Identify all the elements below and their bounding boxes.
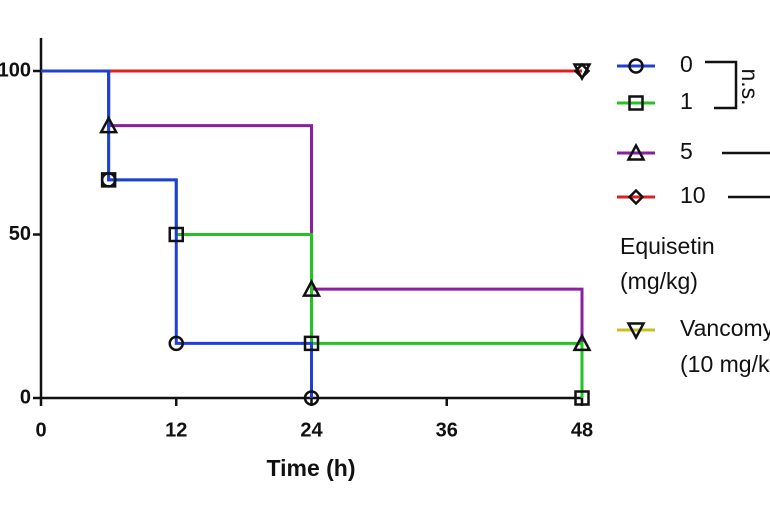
marker <box>574 390 590 406</box>
legend-label: 10 <box>680 182 706 208</box>
annotation: n.s. <box>737 68 763 105</box>
marker <box>99 115 119 134</box>
y-tick-label: 100 <box>0 59 31 81</box>
y-tick-label: 0 <box>20 386 31 408</box>
marker <box>626 322 646 341</box>
y-tick-label: 50 <box>9 223 31 245</box>
survival-line <box>41 69 313 398</box>
x-tick-label: 48 <box>571 419 593 441</box>
marker <box>572 333 592 352</box>
marker <box>303 335 320 352</box>
x-axis-label: Time (h) <box>266 455 355 481</box>
marker <box>303 390 320 406</box>
marker <box>628 58 644 74</box>
marker <box>168 226 184 243</box>
legend-label: 5 <box>680 138 693 164</box>
legend-label: Vancomycin <box>680 315 770 341</box>
legend-title: Equisetin <box>620 233 715 259</box>
legend-label: (10 mg/kg) <box>680 351 770 377</box>
legend-label: 0 <box>680 51 693 77</box>
marker <box>301 278 322 297</box>
marker <box>627 188 645 206</box>
x-tick-label: 36 <box>436 419 458 441</box>
marker <box>573 62 591 80</box>
legend-label: 1 <box>680 88 693 114</box>
marker <box>100 172 117 188</box>
x-tick-label: 24 <box>300 419 323 441</box>
legend-title: (mg/kg) <box>620 268 698 294</box>
marker <box>628 95 644 111</box>
x-tick-label: 0 <box>35 419 46 441</box>
marker <box>626 142 646 161</box>
marker <box>168 335 184 352</box>
x-tick-label: 12 <box>165 419 187 441</box>
significance-bracket <box>705 60 738 110</box>
